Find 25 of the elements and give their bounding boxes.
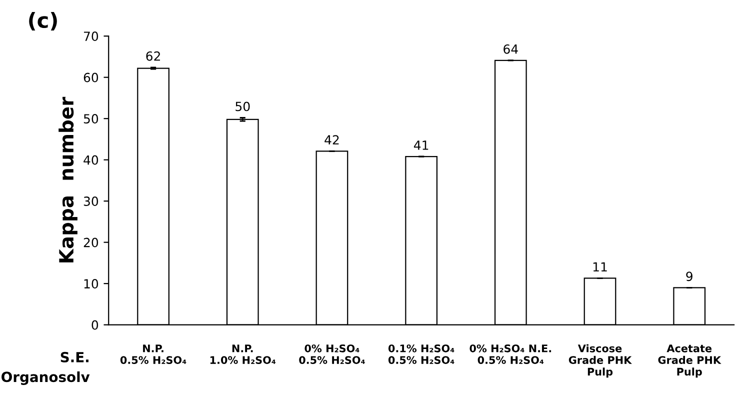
text: S.E. Organosolv: [2, 352, 90, 385]
x-tick-label: N.P. 1.0% H₂SO₄: [210, 344, 276, 364]
x-tick-label: 0.1% H₂SO₄ 0.5% H₂SO₄: [388, 344, 454, 364]
y-tick-label: 30: [84, 196, 98, 206]
data-label: 11: [593, 262, 607, 272]
x-tick-label: Viscose Grade PHK Pulp: [568, 344, 632, 378]
y-tick-label: 0: [92, 320, 98, 330]
y-tick-label: 70: [84, 32, 98, 42]
x-tick-label: Acetate Grade PHK Pulp: [658, 344, 722, 378]
y-tick-label: 50: [84, 114, 98, 124]
y-tick-label: 60: [84, 72, 98, 82]
x-tick-label: 0% H₂SO₄ N.E. 0.5% H₂SO₄: [470, 344, 552, 364]
data-label: 62: [146, 51, 160, 61]
y-tick-label: 20: [84, 238, 98, 248]
y-tick-label: 40: [84, 155, 98, 165]
y-tick-label: 10: [84, 279, 98, 288]
data-label: 42: [324, 135, 339, 144]
x-tick-label: 0% H₂SO₄ 0.5% H₂SO₄: [299, 344, 365, 364]
x-tick-label: N.P. 0.5% H₂SO₄: [120, 344, 186, 364]
chart-title: (c): [29, 12, 57, 31]
data-label: 64: [504, 44, 518, 54]
y-axis-title: Kappa number: [58, 96, 78, 262]
data-label: 9: [686, 272, 692, 282]
data-label: 41: [414, 140, 428, 150]
data-label: 50: [236, 102, 250, 112]
